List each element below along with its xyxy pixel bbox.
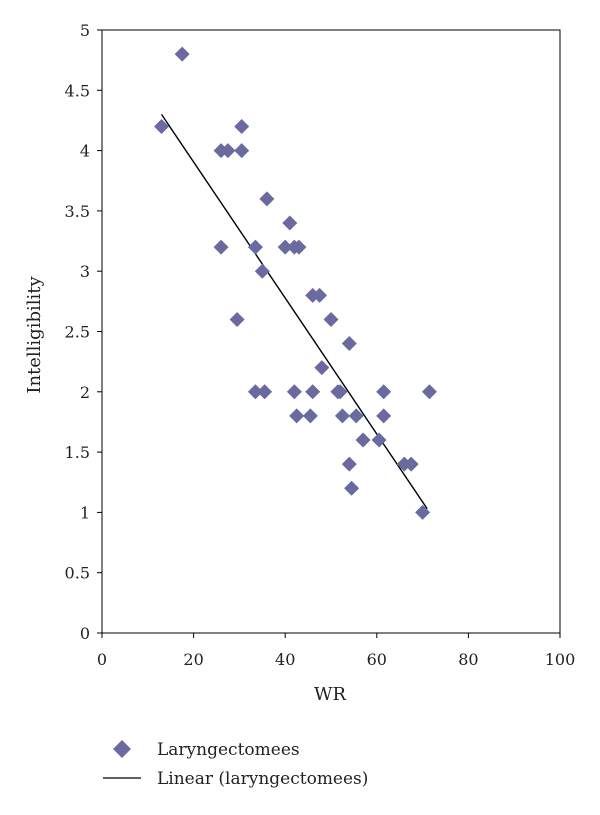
data-point: [220, 143, 236, 159]
y-axis-ticks: 0 0.5 1 1.5 2 2.5 3 3.5 4 4.5 5: [65, 21, 102, 643]
y-axis-title: Intelligibility: [24, 276, 45, 394]
x-tick-label: 60: [367, 650, 387, 669]
data-point: [257, 384, 273, 400]
data-point: [282, 215, 298, 231]
data-point: [291, 239, 307, 255]
data-point: [289, 408, 305, 424]
y-tick-label: 3: [80, 262, 90, 281]
data-point: [312, 287, 328, 303]
legend-label-laryngectomees: Laryngectomees: [157, 740, 300, 760]
y-tick-label: 2.5: [65, 323, 90, 342]
data-point: [247, 384, 263, 400]
data-point: [341, 336, 357, 352]
data-point: [323, 311, 339, 327]
y-tick-label: 2: [80, 383, 90, 402]
data-point: [234, 143, 250, 159]
x-tick-label: 100: [545, 650, 576, 669]
data-point: [174, 46, 190, 62]
trend-line: [160, 114, 428, 510]
data-point: [371, 432, 387, 448]
x-tick-label: 0: [97, 650, 107, 669]
data-point: [154, 118, 170, 134]
data-point: [254, 263, 270, 279]
data-point: [415, 504, 431, 520]
data-point: [344, 480, 360, 496]
data-point: [403, 456, 419, 472]
data-point: [229, 311, 245, 327]
x-tick-label: 80: [458, 650, 478, 669]
y-tick-label: 1: [80, 503, 90, 522]
x-axis-title: WR: [314, 684, 347, 705]
y-tick-label: 4: [80, 142, 90, 161]
data-point: [259, 191, 275, 207]
legend: Laryngectomees Linear (laryngectomees): [103, 740, 368, 789]
y-tick-label: 1.5: [65, 443, 90, 462]
data-point: [286, 384, 302, 400]
legend-label-linear: Linear (laryngectomees): [157, 769, 368, 789]
data-point: [305, 384, 321, 400]
data-point: [341, 456, 357, 472]
data-point: [355, 432, 371, 448]
data-point: [234, 118, 250, 134]
data-point: [302, 408, 318, 424]
x-axis-ticks: 0 20 40 60 80 100: [97, 633, 575, 669]
data-point: [348, 408, 364, 424]
legend-marker-diamond: [113, 740, 131, 758]
y-tick-label: 0: [80, 624, 90, 643]
data-point: [213, 239, 229, 255]
data-point: [376, 384, 392, 400]
plot-frame: [101, 29, 561, 634]
legend-item-laryngectomees: Laryngectomees: [113, 740, 300, 760]
data-point: [334, 408, 350, 424]
x-tick-label: 20: [183, 650, 203, 669]
data-point: [376, 408, 392, 424]
y-tick-label: 0.5: [65, 564, 90, 583]
data-point: [314, 360, 330, 376]
y-tick-label: 3.5: [65, 202, 90, 221]
x-tick-label: 40: [275, 650, 295, 669]
data-point: [332, 384, 348, 400]
data-point: [421, 384, 437, 400]
legend-item-linear: Linear (laryngectomees): [103, 769, 368, 789]
plot-area: [101, 29, 561, 634]
data-point: [247, 239, 263, 255]
y-tick-label: 4.5: [65, 81, 90, 100]
data-point: [277, 239, 293, 255]
y-tick-label: 5: [80, 21, 90, 40]
